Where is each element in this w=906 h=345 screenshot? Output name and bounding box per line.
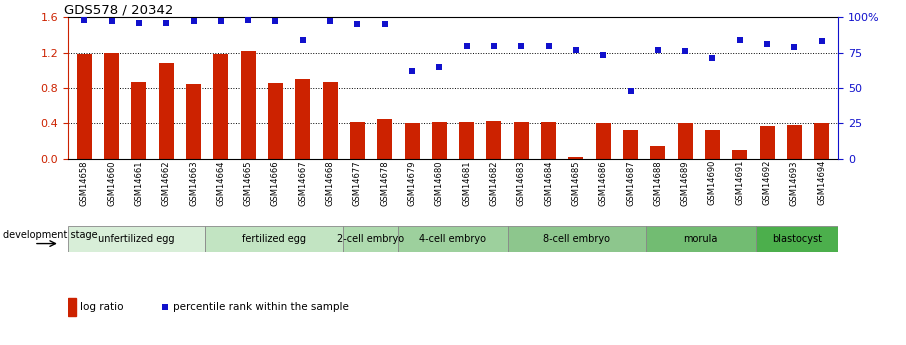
Bar: [68, 226, 206, 252]
Point: [295, 37, 310, 43]
Bar: [343, 226, 398, 252]
Point: [596, 53, 611, 58]
Bar: [68, 298, 76, 315]
Bar: [350, 121, 365, 159]
Bar: [377, 119, 392, 159]
Bar: [786, 125, 802, 159]
Bar: [398, 226, 508, 252]
Point: [405, 68, 419, 74]
Point: [131, 20, 146, 26]
Point: [187, 19, 201, 24]
Text: percentile rank within the sample: percentile rank within the sample: [173, 302, 349, 312]
Bar: [323, 82, 338, 159]
Point: [487, 43, 501, 48]
Bar: [814, 123, 829, 159]
Bar: [404, 123, 419, 159]
Bar: [77, 55, 92, 159]
Text: log ratio: log ratio: [80, 302, 123, 312]
Bar: [295, 79, 311, 159]
Text: 8-cell embryo: 8-cell embryo: [544, 234, 611, 244]
Text: morula: morula: [683, 234, 718, 244]
Bar: [514, 121, 529, 159]
Point: [678, 48, 692, 54]
Text: blastocyst: blastocyst: [772, 234, 822, 244]
Bar: [623, 130, 638, 159]
Point: [378, 21, 392, 27]
Text: GDS578 / 20342: GDS578 / 20342: [64, 3, 173, 16]
Point: [623, 88, 638, 93]
Bar: [214, 55, 228, 159]
Bar: [759, 126, 775, 159]
Bar: [186, 83, 201, 159]
Point: [104, 19, 119, 24]
Bar: [756, 226, 838, 252]
Point: [569, 47, 583, 52]
Point: [651, 47, 665, 52]
Text: 2-cell embryo: 2-cell embryo: [337, 234, 404, 244]
Bar: [131, 82, 147, 159]
Bar: [206, 226, 343, 252]
Bar: [678, 123, 692, 159]
Bar: [595, 123, 611, 159]
Bar: [459, 121, 474, 159]
Bar: [645, 226, 756, 252]
Point: [705, 56, 719, 61]
Bar: [268, 83, 283, 159]
Point: [77, 17, 92, 23]
Point: [514, 43, 528, 48]
Bar: [541, 121, 556, 159]
Point: [541, 43, 555, 48]
Text: fertilized egg: fertilized egg: [242, 234, 306, 244]
Bar: [508, 226, 645, 252]
Point: [268, 19, 283, 24]
Point: [351, 21, 365, 27]
Point: [241, 17, 255, 23]
Point: [323, 19, 337, 24]
Point: [158, 304, 172, 310]
Text: unfertilized egg: unfertilized egg: [99, 234, 175, 244]
Point: [459, 43, 474, 48]
Bar: [159, 63, 174, 159]
Bar: [104, 53, 120, 159]
Bar: [241, 51, 255, 159]
Point: [760, 41, 775, 47]
Bar: [432, 122, 447, 159]
Text: development stage: development stage: [3, 230, 97, 240]
Point: [787, 44, 802, 50]
Bar: [705, 129, 720, 159]
Bar: [732, 150, 747, 159]
Point: [432, 64, 447, 70]
Point: [214, 19, 228, 24]
Text: 4-cell embryo: 4-cell embryo: [419, 234, 487, 244]
Bar: [487, 121, 502, 159]
Bar: [568, 157, 583, 159]
Bar: [651, 146, 665, 159]
Point: [159, 20, 174, 26]
Point: [814, 39, 829, 44]
Point: [732, 37, 747, 43]
